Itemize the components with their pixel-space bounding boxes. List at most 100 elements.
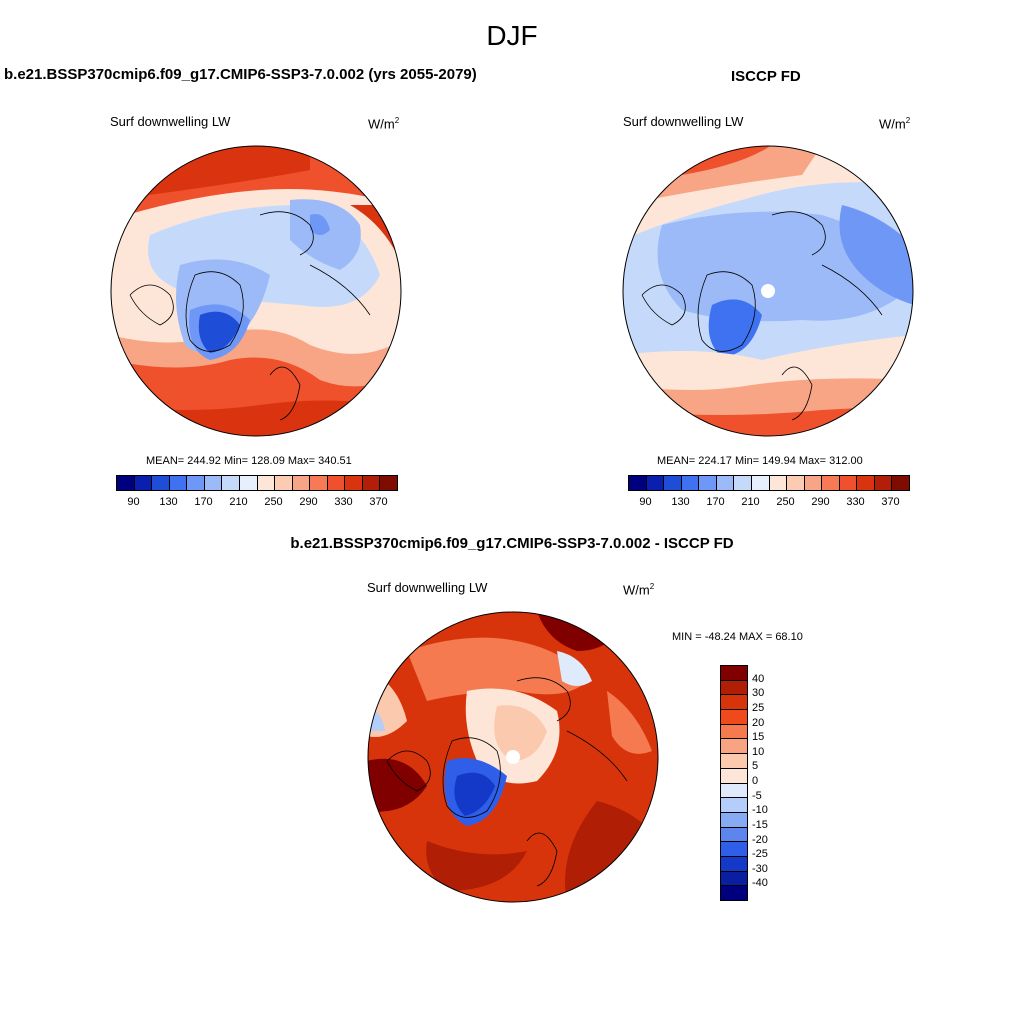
colorbar-swatch	[721, 812, 747, 828]
colorbar-swatch	[839, 476, 858, 490]
obs-polar-map	[622, 145, 914, 437]
model-stats: MEAN= 244.92 Min= 128.09 Max= 340.51	[146, 455, 352, 467]
colorbar-swatch	[117, 476, 135, 490]
colorbar-tick-label: 0	[752, 775, 759, 787]
colorbar-tick-label: 370	[369, 496, 388, 508]
colorbar-swatch	[275, 476, 293, 490]
colorbar-swatch	[222, 476, 240, 490]
colorbar-tick-label: 25	[752, 701, 765, 714]
obs-units-label: W/m2	[879, 116, 911, 132]
colorbar-tick-label: -10	[752, 804, 768, 817]
obs-variable-label: Surf downwelling LW	[623, 114, 744, 129]
colorbar-tick-label: 170	[706, 496, 725, 508]
colorbar-tick-label: 130	[159, 496, 178, 508]
colorbar-swatch	[664, 476, 682, 490]
colorbar-tick-label: 210	[741, 496, 760, 508]
colorbar-swatch	[721, 754, 747, 769]
colorbar-tick-label: 20	[752, 716, 765, 729]
colorbar-swatch	[721, 695, 747, 711]
colorbar-swatch	[721, 856, 747, 872]
colorbar-tick-label: 250	[264, 496, 283, 508]
obs-colorbar-ticks: 90 130 170 210 250 290 330 370	[628, 496, 908, 510]
obs-panel-title: ISCCP FD	[731, 68, 801, 85]
colorbar-tick-label: -5	[752, 789, 762, 802]
obs-stats: MEAN= 224.17 Min= 149.94 Max= 312.00	[657, 455, 863, 467]
colorbar-tick-label: 290	[299, 496, 318, 508]
colorbar-swatch	[721, 886, 747, 900]
diff-stats: MIN = -48.24 MAX = 68.10	[672, 631, 803, 643]
colorbar-swatch	[345, 476, 363, 490]
colorbar-tick-label: 15	[752, 731, 765, 744]
colorbar-tick-label: 90	[639, 496, 652, 508]
colorbar-tick-label: 250	[776, 496, 795, 508]
colorbar-swatch	[681, 476, 700, 490]
colorbar-swatch	[721, 871, 747, 887]
colorbar-tick-label: 330	[846, 496, 865, 508]
colorbar-swatch	[169, 476, 188, 490]
colorbar-tick-label: 130	[671, 496, 690, 508]
colorbar-swatch	[152, 476, 170, 490]
colorbar-tick-label: 370	[881, 496, 900, 508]
colorbar-swatch	[721, 827, 747, 843]
colorbar-swatch	[721, 739, 747, 755]
model-variable-label: Surf downwelling LW	[110, 114, 231, 129]
model-colorbar	[116, 475, 398, 491]
diff-colorbar	[720, 665, 748, 901]
colorbar-tick-label: 210	[229, 496, 248, 508]
model-polar-map	[110, 145, 402, 437]
season-title: DJF	[486, 20, 538, 51]
colorbar-swatch	[721, 783, 747, 799]
colorbar-swatch	[721, 680, 747, 696]
colorbar-swatch	[787, 476, 805, 490]
colorbar-tick-label: -20	[752, 833, 768, 846]
colorbar-swatch	[204, 476, 223, 490]
colorbar-swatch	[327, 476, 346, 490]
colorbar-swatch	[629, 476, 647, 490]
colorbar-swatch	[822, 476, 840, 490]
colorbar-swatch	[721, 842, 747, 857]
model-colorbar-ticks: 90 130 170 210 250 290 330 370	[116, 496, 396, 510]
colorbar-swatch	[734, 476, 752, 490]
diff-polar-map	[367, 611, 659, 903]
colorbar-tick-label: -25	[752, 848, 768, 861]
diff-variable-label: Surf downwelling LW	[367, 580, 488, 595]
colorbar-swatch	[646, 476, 665, 490]
colorbar-swatch	[892, 476, 909, 490]
colorbar-swatch	[699, 476, 717, 490]
colorbar-swatch	[721, 710, 747, 725]
colorbar-tick-label: -40	[752, 877, 768, 890]
colorbar-tick-label: 5	[752, 760, 759, 773]
colorbar-swatch	[292, 476, 311, 490]
colorbar-tick-label: -15	[752, 818, 768, 831]
colorbar-swatch	[751, 476, 770, 490]
colorbar-tick-label: 330	[334, 496, 353, 508]
colorbar-swatch	[257, 476, 276, 490]
colorbar-swatch	[380, 476, 397, 490]
colorbar-tick-label: 170	[194, 496, 213, 508]
model-units-label: W/m2	[368, 116, 400, 132]
colorbar-tick-label: 30	[752, 687, 765, 700]
colorbar-swatch	[134, 476, 153, 490]
colorbar-swatch	[721, 768, 747, 784]
model-panel-title: b.e21.BSSP370cmip6.f09_g17.CMIP6-SSP3-7.…	[4, 66, 477, 83]
colorbar-swatch	[187, 476, 205, 490]
colorbar-swatch	[310, 476, 328, 490]
obs-colorbar	[628, 475, 910, 491]
colorbar-swatch	[716, 476, 735, 490]
colorbar-tick-label: -30	[752, 862, 768, 875]
colorbar-swatch	[804, 476, 823, 490]
colorbar-tick-label: 40	[752, 672, 765, 685]
colorbar-tick-label: 290	[811, 496, 830, 508]
colorbar-swatch	[769, 476, 788, 490]
colorbar-swatch	[362, 476, 381, 490]
colorbar-swatch	[721, 666, 747, 681]
colorbar-tick-label: 10	[752, 745, 765, 758]
colorbar-swatch	[239, 476, 258, 490]
colorbar-swatch	[721, 724, 747, 740]
colorbar-swatch	[857, 476, 875, 490]
diff-units-label: W/m2	[623, 582, 655, 598]
colorbar-swatch	[874, 476, 893, 490]
diff-panel-title: b.e21.BSSP370cmip6.f09_g17.CMIP6-SSP3-7.…	[290, 535, 734, 552]
colorbar-swatch	[721, 798, 747, 813]
colorbar-tick-label: 90	[127, 496, 140, 508]
